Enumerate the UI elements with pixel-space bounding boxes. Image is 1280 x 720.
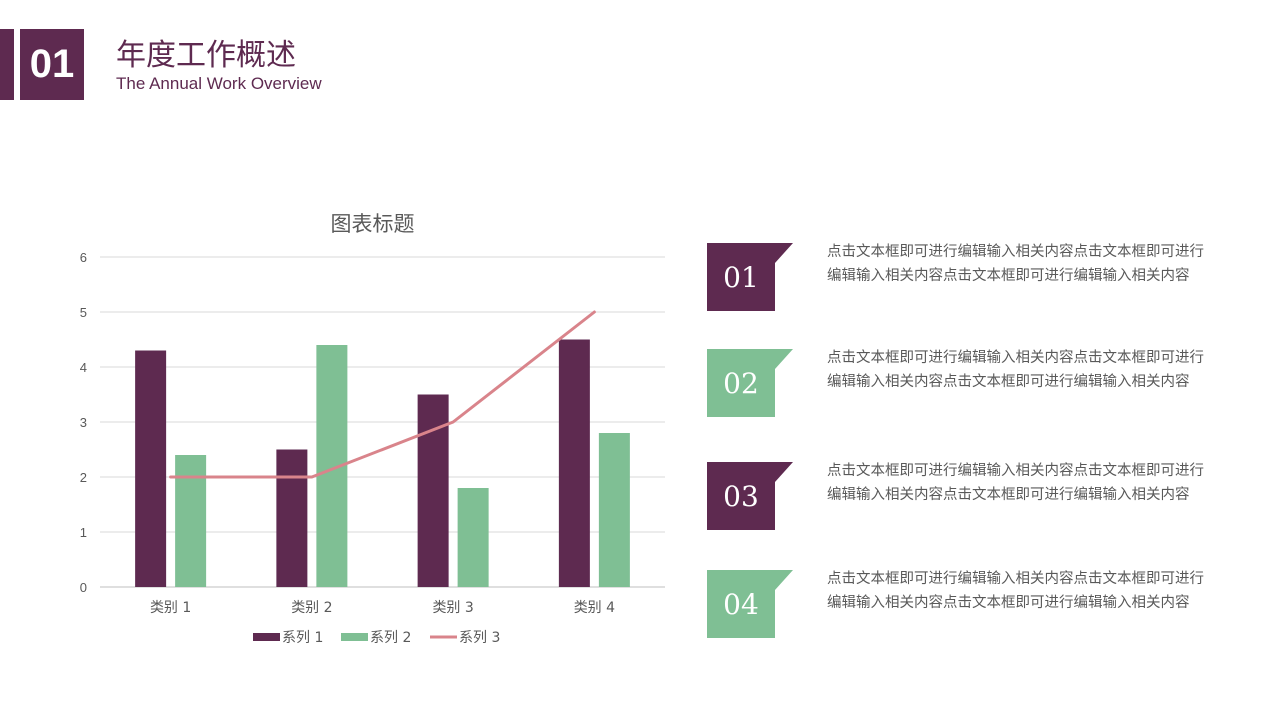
list-item-1[interactable]: 01 点击文本框即可进行编辑输入相关内容点击文本框即可进行编辑输入相关内容点击文… bbox=[707, 243, 1207, 313]
flag-badge-shape bbox=[707, 462, 793, 530]
flag-badge-shape bbox=[707, 570, 793, 638]
page-subtitle: The Annual Work Overview bbox=[116, 74, 322, 93]
flag-badge-shape bbox=[707, 243, 793, 311]
y-tick-label: 3 bbox=[80, 415, 87, 430]
legend-swatch bbox=[253, 633, 280, 641]
x-tick-label: 类别 4 bbox=[574, 600, 615, 616]
header-accent-bar bbox=[0, 29, 14, 100]
section-number: 01 bbox=[20, 29, 84, 100]
legend-swatch bbox=[341, 633, 368, 641]
item-description[interactable]: 点击文本框即可进行编辑输入相关内容点击文本框即可进行编辑输入相关内容点击文本框即… bbox=[827, 350, 1204, 390]
x-tick-label: 类别 3 bbox=[432, 600, 473, 616]
item-number: 03 bbox=[723, 479, 759, 513]
bar-series-2 bbox=[598, 433, 630, 587]
chart-title: 图表标题 bbox=[331, 212, 415, 236]
bar-series-2 bbox=[457, 488, 489, 587]
bar-line-chart: 图表标题 0 1 2 3 4 5 6 类别 1 类别 2 类别 3 类别 4 系列 1 系列 2 系列 3 bbox=[80, 212, 665, 646]
y-tick-label: 2 bbox=[80, 470, 87, 485]
bar-series-2 bbox=[175, 455, 207, 587]
x-tick-label: 类别 2 bbox=[291, 600, 332, 616]
line-series-3 bbox=[169, 310, 596, 479]
legend-label: 系列 1 bbox=[282, 630, 323, 646]
y-tick-label: 0 bbox=[80, 580, 87, 595]
bar-series-1 bbox=[276, 449, 308, 587]
bar-series-1 bbox=[135, 350, 167, 587]
legend-label: 系列 2 bbox=[370, 630, 411, 646]
item-description[interactable]: 点击文本框即可进行编辑输入相关内容点击文本框即可进行编辑输入相关内容点击文本框即… bbox=[827, 244, 1204, 284]
list-item-2[interactable]: 02 点击文本框即可进行编辑输入相关内容点击文本框即可进行编辑输入相关内容点击文… bbox=[707, 349, 1207, 419]
x-tick-label: 类别 1 bbox=[150, 600, 191, 616]
flag-badge-shape bbox=[707, 349, 793, 417]
list-item-3[interactable]: 03 点击文本框即可进行编辑输入相关内容点击文本框即可进行编辑输入相关内容点击文… bbox=[707, 462, 1207, 532]
item-number: 01 bbox=[723, 260, 759, 294]
item-description[interactable]: 点击文本框即可进行编辑输入相关内容点击文本框即可进行编辑输入相关内容点击文本框即… bbox=[827, 463, 1204, 503]
item-number: 02 bbox=[723, 366, 759, 400]
y-tick-label: 6 bbox=[80, 250, 87, 265]
bar-series-1 bbox=[417, 394, 449, 587]
list-item-4[interactable]: 04 点击文本框即可进行编辑输入相关内容点击文本框即可进行编辑输入相关内容点击文… bbox=[707, 570, 1207, 640]
y-tick-label: 4 bbox=[80, 360, 87, 375]
item-description[interactable]: 点击文本框即可进行编辑输入相关内容点击文本框即可进行编辑输入相关内容点击文本框即… bbox=[827, 571, 1204, 611]
page-title: 年度工作概述 bbox=[116, 38, 296, 73]
bar-series-1 bbox=[558, 339, 590, 587]
item-number: 04 bbox=[723, 587, 759, 621]
y-tick-label: 5 bbox=[80, 305, 87, 320]
legend-label: 系列 3 bbox=[459, 630, 500, 646]
y-tick-label: 1 bbox=[80, 525, 87, 540]
